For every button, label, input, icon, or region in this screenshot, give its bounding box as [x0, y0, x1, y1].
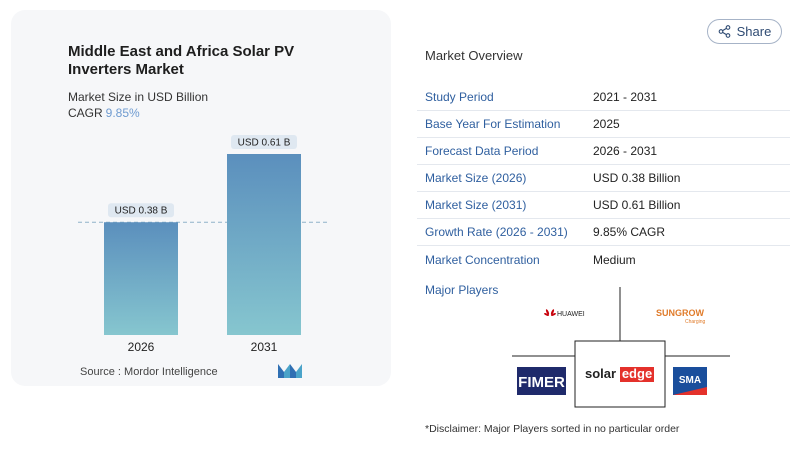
overview-row: Study Period 2021 - 2031	[417, 84, 790, 111]
overview-title: Market Overview	[425, 48, 523, 63]
share-icon	[718, 25, 730, 38]
market-size-card	[11, 10, 391, 386]
row-value: 9.85% CAGR	[593, 225, 666, 239]
source-text: Source : Mordor Intelligence	[80, 366, 218, 378]
cagr-label: CAGR	[68, 106, 103, 120]
category-label: 2031	[251, 340, 278, 354]
share-button[interactable]: Share	[707, 19, 782, 44]
card-subtitle: Market Size in USD Billion	[68, 90, 209, 104]
overview-row: Market Concentration Medium	[417, 246, 790, 273]
row-value: 2026 - 2031	[593, 144, 658, 158]
cagr-value: 9.85%	[105, 106, 140, 120]
row-label: Base Year For Estimation	[425, 117, 561, 131]
card-title: Middle East and Africa Solar PV Inverter…	[68, 43, 295, 78]
overview-row: Growth Rate (2026 - 2031) 9.85% CAGR	[417, 219, 790, 246]
row-label: Market Concentration	[425, 252, 540, 267]
overview-row: Market Size (2026) USD 0.38 Billion	[417, 165, 790, 192]
value-label: USD 0.38 B	[115, 206, 168, 217]
disclaimer-text: *Disclaimer: Major Players sorted in no …	[425, 423, 680, 435]
overview-table: Study Period 2021 - 2031 Base Year For E…	[417, 84, 790, 273]
category-label: 2026	[128, 340, 155, 354]
share-label: Share	[736, 24, 772, 39]
value-label-bg	[231, 135, 297, 149]
row-label: Study Period	[425, 90, 494, 104]
source-name: Mordor Intelligence	[124, 366, 218, 378]
row-label: Market Size (2026)	[425, 171, 527, 185]
row-label: Growth Rate (2026 - 2031)	[425, 225, 568, 239]
value-label-bg	[108, 203, 174, 218]
mordor-logo-icon	[278, 364, 302, 378]
bar-2026	[104, 222, 178, 335]
bar-2031	[227, 154, 301, 335]
overview-row: Base Year For Estimation 2025	[417, 111, 790, 138]
row-value: 2025	[593, 117, 620, 131]
row-value: USD 0.38 Billion	[593, 171, 681, 185]
row-value: 2021 - 2031	[593, 90, 658, 104]
row-label: Market Size (2031)	[425, 198, 527, 212]
overview-row: Forecast Data Period 2026 - 2031	[417, 138, 790, 165]
row-value: USD 0.61 Billion	[593, 198, 681, 212]
card-cagr: CAGR 9.85%	[68, 106, 140, 120]
overview-row: Market Size (2031) USD 0.61 Billion	[417, 192, 790, 219]
source-label: Source :	[80, 366, 121, 378]
row-label: Forecast Data Period	[425, 144, 539, 158]
major-players-title: Major Players	[425, 283, 499, 297]
value-label: USD 0.61 B	[238, 138, 291, 149]
row-value: Medium	[593, 252, 636, 267]
